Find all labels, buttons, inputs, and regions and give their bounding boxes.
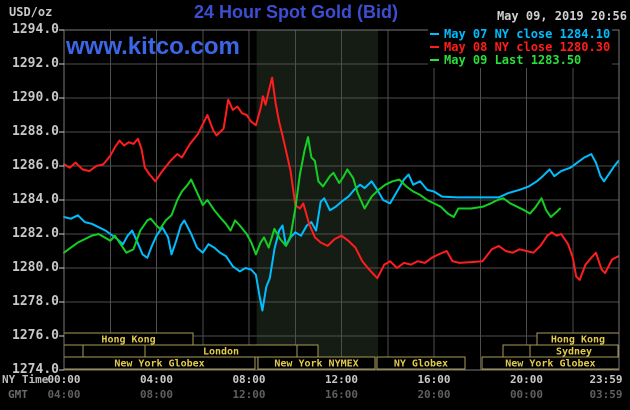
- gmt-tick-label: 08:00: [139, 388, 174, 401]
- session-box: [63, 344, 84, 358]
- ny-time-axis-label: NY Time: [2, 373, 49, 386]
- session-label: NY Globex: [394, 359, 448, 370]
- y-tick-label: 1278.0: [12, 294, 59, 309]
- session-label: London: [203, 347, 239, 358]
- session-label: Hong Kong: [551, 335, 605, 346]
- y-tick-label: 1292.0: [12, 56, 59, 71]
- price-line-may-08: [63, 76, 620, 281]
- legend-label: May 08 NY close 1280.30: [444, 40, 611, 54]
- session-label: Hong Kong: [101, 335, 155, 346]
- chart-title: 24 Hour Spot Gold (Bid): [194, 2, 398, 22]
- session-label: New York Globex: [505, 359, 595, 370]
- session-box: [502, 344, 531, 358]
- ny-time-tick-label: 00:00: [47, 373, 81, 386]
- gmt-tick-label: 12:00: [232, 388, 266, 401]
- legend-label: May 09 Last 1283.50: [444, 53, 582, 67]
- y-tick-label: 1290.0: [12, 90, 59, 105]
- legend-item: May 08 NY close 1280.30: [430, 41, 610, 54]
- chart-timestamp: May 09, 2019 20:56: [496, 9, 627, 23]
- session-box: [376, 356, 466, 370]
- y-tick-label: 1276.0: [12, 328, 59, 343]
- ny-time-tick-label: 20:00: [509, 373, 544, 386]
- gmt-tick-label: 03:59: [589, 388, 623, 401]
- legend-dash-icon: [430, 46, 439, 48]
- session-box: [296, 344, 319, 358]
- gmt-tick-label: 16:00: [324, 388, 359, 401]
- ny-time-tick-label: 04:00: [139, 373, 174, 386]
- y-tick-label: 1286.0: [12, 158, 59, 173]
- gmt-tick-label: 20:00: [417, 388, 451, 401]
- y-tick-label: 1288.0: [12, 124, 59, 139]
- legend-dash-icon: [430, 33, 439, 35]
- legend-item: May 09 Last 1283.50: [430, 54, 610, 67]
- y-tick-label: 1294.0: [12, 22, 59, 37]
- y-axis-unit-label: USD/oz: [9, 5, 53, 19]
- price-line-may-09: [63, 136, 561, 256]
- gmt-tick-label: 00:00: [509, 388, 544, 401]
- kitco-watermark-link[interactable]: www.kitco.com: [66, 33, 240, 60]
- session-label: New York NYMEX: [274, 359, 358, 370]
- y-tick-label: 1274.0: [12, 362, 59, 377]
- y-tick-label: 1282.0: [12, 226, 59, 241]
- ny-time-tick-label: 23:59: [589, 373, 623, 386]
- ny-time-tick-label: 16:00: [417, 373, 451, 386]
- session-label: Sydney: [556, 347, 592, 358]
- legend-dash-icon: [430, 59, 439, 61]
- session-box: [82, 344, 146, 358]
- session-label: New York Globex: [114, 359, 204, 370]
- gmt-axis-label: GMT: [8, 388, 28, 401]
- legend-item: May 07 NY close 1284.10: [430, 28, 610, 41]
- price-line-may-07: [63, 153, 620, 312]
- chart-legend: May 07 NY close 1284.10 May 08 NY close 1…: [428, 27, 613, 68]
- y-tick-label: 1284.0: [12, 192, 59, 207]
- y-tick-label: 1280.0: [12, 260, 59, 275]
- legend-label: May 07 NY close 1284.10: [444, 27, 611, 41]
- session-box: [257, 356, 376, 370]
- gmt-tick-label: 04:00: [47, 388, 81, 401]
- ny-time-tick-label: 12:00: [324, 373, 359, 386]
- ny-time-tick-label: 08:00: [232, 373, 266, 386]
